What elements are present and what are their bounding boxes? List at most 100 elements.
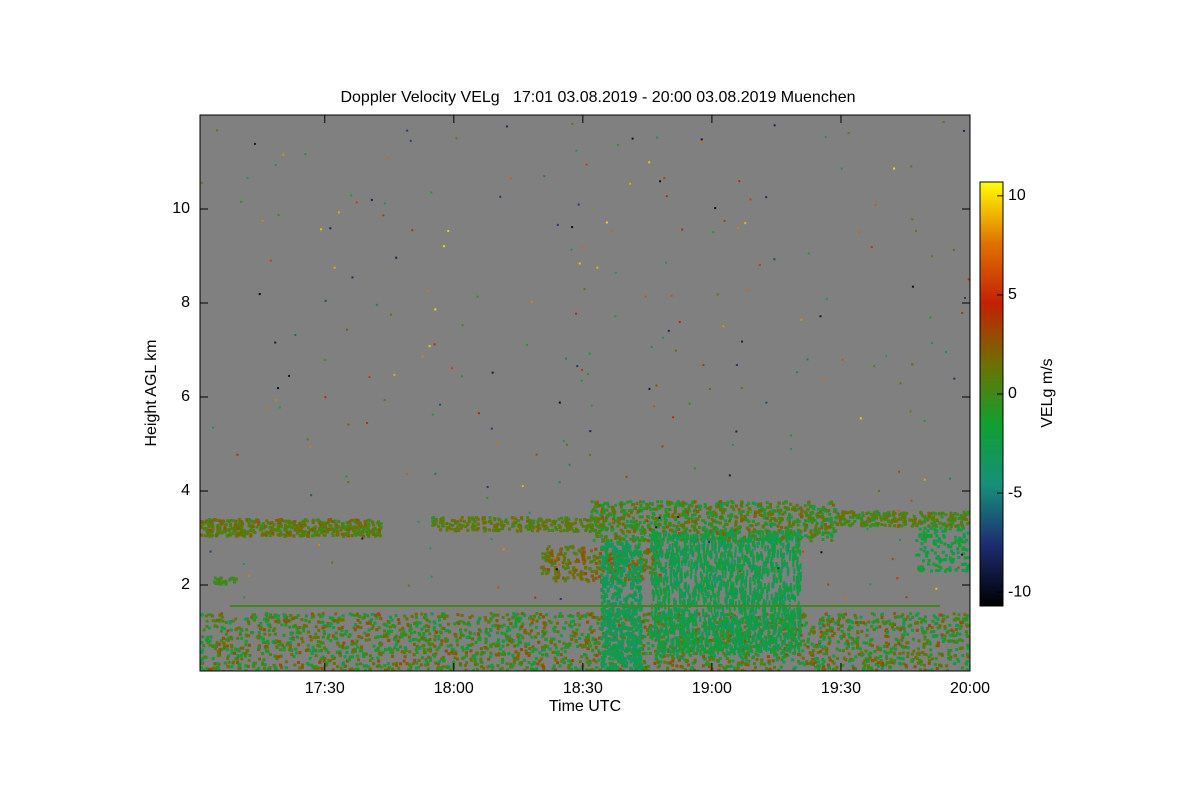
echo-pixel	[885, 512, 889, 516]
echo-pixel	[719, 529, 723, 533]
echo-pixel	[595, 570, 599, 574]
echo-pixel	[545, 613, 549, 617]
echo-pixel	[711, 652, 715, 656]
echo-pixel	[290, 652, 294, 656]
echo-pixel	[634, 528, 638, 532]
echo-pixel	[337, 616, 341, 620]
echo-pixel	[761, 525, 765, 529]
echo-pixel	[557, 614, 561, 618]
echo-pixel	[884, 634, 888, 638]
echo-pixel	[436, 667, 440, 671]
echo-pixel	[756, 505, 760, 509]
echo-pixel	[616, 535, 620, 539]
echo-pixel	[620, 631, 624, 636]
echo-pixel	[403, 651, 407, 655]
echo-pixel	[608, 657, 612, 661]
echo-pixel	[658, 506, 662, 510]
echo-pixel	[244, 643, 248, 647]
echo-pixel	[557, 573, 561, 577]
echo-pixel	[816, 651, 820, 655]
echo-pixel	[804, 519, 808, 523]
echo-pixel	[712, 526, 716, 530]
echo-pixel	[534, 635, 538, 639]
echo-pixel	[372, 523, 376, 527]
echo-pixel	[530, 523, 534, 527]
echo-pixel	[633, 525, 637, 529]
echo-pixel	[393, 637, 397, 641]
echo-pixel	[856, 640, 860, 644]
echo-pixel	[851, 664, 855, 668]
echo-pixel	[625, 649, 629, 654]
echo-pixel	[753, 662, 757, 666]
echo-pixel	[357, 521, 361, 525]
echo-pixel	[723, 532, 727, 536]
echo-pixel	[807, 632, 811, 636]
echo-pixel	[870, 659, 874, 663]
echo-pixel	[261, 637, 265, 641]
echo-pixel	[743, 661, 747, 665]
echo-pixel	[643, 661, 647, 665]
echo-pixel	[776, 524, 780, 528]
echo-pixel	[491, 642, 495, 646]
echo-pixel	[586, 620, 590, 624]
echo-pixel	[424, 659, 428, 663]
echo-pixel	[923, 519, 927, 523]
echo-pixel	[771, 659, 775, 663]
echo-pixel	[351, 655, 355, 659]
echo-pixel	[664, 507, 668, 511]
echo-pixel	[318, 640, 322, 644]
echo-pixel	[347, 527, 351, 531]
echo-pixel	[899, 643, 903, 647]
echo-pixel	[638, 659, 642, 664]
echo-pixel	[348, 668, 352, 671]
echo-pixel	[814, 665, 818, 669]
echo-pixel	[362, 652, 366, 656]
echo-pixel	[518, 527, 522, 531]
echo-pixel	[730, 527, 734, 531]
echo-pixel	[296, 524, 300, 528]
echo-pixel	[310, 616, 314, 620]
echo-pixel	[822, 637, 826, 641]
echo-pixel	[866, 659, 870, 663]
echo-pixel	[852, 511, 856, 515]
echo-pixel	[229, 518, 233, 522]
echo-pixel	[827, 623, 831, 627]
echo-pixel	[640, 525, 644, 529]
echo-pixel	[892, 517, 896, 521]
echo-pixel	[480, 665, 484, 669]
echo-pixel	[328, 616, 332, 620]
echo-pixel	[573, 634, 577, 638]
echo-pixel	[569, 662, 573, 666]
echo-pixel	[594, 547, 598, 551]
echo-pixel	[585, 656, 589, 660]
echo-pixel	[417, 658, 421, 662]
echo-pixel	[209, 534, 213, 538]
echo-pixel	[317, 528, 321, 532]
echo-pixel	[788, 522, 792, 526]
echo-pixel	[237, 666, 241, 670]
echo-pixel	[820, 524, 824, 528]
echo-pixel	[563, 650, 567, 654]
echo-pixel	[922, 642, 926, 646]
echo-pixel	[849, 620, 853, 624]
echo-pixel	[677, 521, 681, 525]
echo-pixel	[465, 635, 469, 639]
echo-pixel	[479, 657, 483, 661]
echo-pixel	[966, 614, 970, 618]
echo-pixel	[370, 657, 374, 661]
echo-pixel	[826, 535, 830, 539]
echo-pixel	[921, 651, 925, 655]
echo-pixel	[968, 638, 970, 642]
echo-pixel	[517, 651, 521, 655]
echo-pixel	[741, 650, 745, 654]
echo-pixel	[644, 668, 648, 671]
echo-pixel	[225, 533, 229, 537]
echo-pixel	[848, 515, 852, 519]
echo-pixel	[310, 527, 314, 531]
echo-pixel	[781, 512, 785, 516]
echo-pixel	[912, 649, 916, 653]
echo-pixel	[453, 622, 457, 626]
echo-pixel	[201, 656, 205, 660]
echo-pixel	[813, 660, 817, 664]
echo-pixel	[613, 510, 617, 514]
